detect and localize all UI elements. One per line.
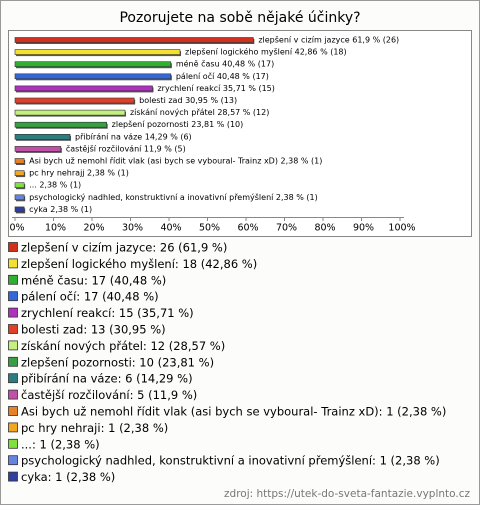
bar	[14, 146, 62, 152]
bar-label: zrychlení reakcí 35,71 % (15)	[157, 84, 274, 93]
bar-label: častější rozčilování 11,9 % (5)	[66, 143, 186, 153]
bar	[14, 49, 181, 55]
bar-label: zlepšení pozornosti 23,81 % (10)	[112, 119, 244, 129]
legend-swatch	[8, 389, 18, 400]
x-tick-label: 20%	[83, 223, 104, 234]
x-tick-label: 90%	[353, 223, 374, 234]
legend-swatch	[8, 356, 18, 367]
source: zdroj: https://utek-do-sveta-fantazie.vy…	[224, 488, 470, 500]
bar	[14, 73, 172, 80]
legend-swatch	[8, 324, 18, 334]
legend-label: přibírání na váze: 6 (14,29 %)	[21, 372, 193, 386]
legend-label: ...: 1 (2,38 %)	[21, 437, 100, 451]
legend-label: získání nových přátel: 12 (28,57 %)	[21, 339, 225, 353]
chart-title: Pozorujete na sobě nějaké účinky?	[119, 10, 360, 26]
legend-swatch	[8, 307, 18, 318]
bar	[14, 121, 107, 128]
legend-label: pálení očí: 17 (40,48 %)	[21, 290, 159, 304]
bar-label: bolesti zad 30,95 % (13)	[139, 96, 237, 105]
legend-swatch	[8, 291, 18, 302]
legend-swatch	[8, 242, 18, 252]
legend-swatch	[8, 438, 18, 449]
bar	[14, 206, 25, 213]
bar	[14, 182, 25, 188]
legend-swatch	[8, 373, 18, 384]
bar-label: zlepšení v cizím jazyce 61,9 % (26)	[258, 35, 399, 45]
legend-swatch	[8, 340, 18, 351]
bar-label: pálení očí 40,48 % (17)	[176, 71, 269, 81]
bar-label: pc hry nehrajj 2,38 % (1)	[29, 169, 129, 178]
bar	[14, 37, 254, 43]
legend-label: Asi bych už nemohl řídit vlak (asi bych …	[21, 405, 446, 419]
bar	[14, 109, 126, 116]
x-tick-label: 40%	[160, 223, 181, 234]
legend-label: bolesti zad: 13 (30,95 %)	[21, 323, 166, 337]
legend-swatch	[8, 422, 18, 433]
legend-swatch	[8, 471, 18, 482]
legend-swatch	[8, 274, 18, 285]
bar-label: psychologický nadhled, konstruktivní a i…	[29, 192, 318, 202]
legend-label: pc hry nehraji: 1 (2,38 %)	[21, 421, 168, 435]
x-tick-label: 30%	[122, 223, 143, 234]
bar-label: Asi bych už nemohl řídit vlak (asi bych …	[29, 157, 322, 166]
legend-swatch	[8, 258, 18, 269]
bar	[14, 97, 135, 104]
bar-label: získání nových přátel 28,57 % (12)	[130, 108, 269, 117]
x-tick-label: 100%	[388, 223, 415, 234]
bar	[14, 134, 71, 140]
legend-label: psychologický nadhled, konstruktivní a i…	[21, 454, 440, 468]
x-tick-label: 50%	[199, 223, 220, 234]
legend-label: častější rozčilování: 5 (11,9 %)	[21, 388, 197, 402]
bar-label: méně času 40,48 % (17)	[176, 59, 274, 69]
x-tick-label: 80%	[314, 223, 335, 234]
x-tick-label: 70%	[276, 223, 297, 234]
bar-label: ... 2,38 % (1)	[29, 181, 81, 190]
legend-label: cyka: 1 (2,38 %)	[21, 470, 115, 484]
bar-label: cyka 2,38 % (1)	[29, 205, 92, 214]
legend-label: méně času: 17 (40,48 %)	[21, 273, 166, 287]
bar	[14, 85, 153, 92]
bar	[14, 194, 25, 201]
bar	[14, 61, 172, 68]
legend-swatch	[8, 406, 18, 416]
x-tick-label: 10%	[45, 223, 66, 234]
legend-label: zlepšení pozornosti: 10 (23,81 %)	[21, 355, 214, 369]
legend-label: zlepšení v cizím jazyce: 26 (61,9 %)	[21, 241, 227, 255]
legend-label: zrychlení reakcí: 15 (35,71 %)	[21, 306, 194, 320]
legend-swatch	[8, 455, 18, 466]
x-tick-label: 60%	[237, 223, 258, 234]
bar	[14, 170, 25, 176]
bar	[14, 158, 25, 164]
bar-label: zlepšení logického myšlení 42,86 % (18)	[185, 47, 347, 57]
bar-label: přibírání na váze 14,29 % (6)	[75, 132, 192, 141]
legend-label: zlepšení logického myšlení: 18 (42,86 %)	[21, 257, 257, 271]
x-tick-label: 0%	[9, 223, 24, 234]
